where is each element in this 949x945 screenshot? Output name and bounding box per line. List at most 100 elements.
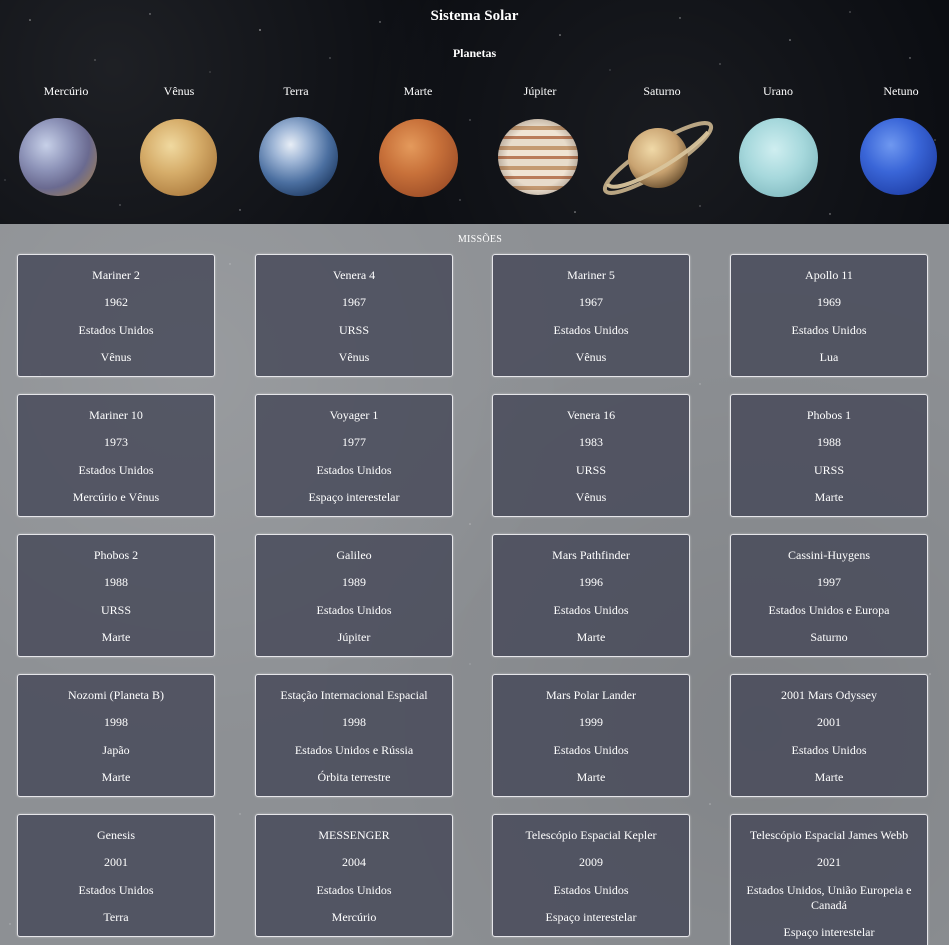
mission-year: 1977 xyxy=(342,435,366,449)
mission-country: Estados Unidos xyxy=(78,323,154,337)
mission-country: Estados Unidos xyxy=(316,603,392,617)
mission-card: Phobos 1 1988 URSS Marte xyxy=(730,394,928,517)
mission-target: Marte xyxy=(576,770,606,784)
mission-year: 1962 xyxy=(104,295,128,309)
mission-year: 1988 xyxy=(104,575,128,589)
planet-label-uranus: Urano xyxy=(763,84,793,98)
missions-section: MISSÕES Mariner 2 1962 Estados Unidos Vê… xyxy=(0,224,949,945)
mission-card: Mariner 5 1967 Estados Unidos Vênus xyxy=(492,254,690,377)
mission-name: Nozomi (Planeta B) xyxy=(68,688,164,702)
mission-country: Estados Unidos e Rússia xyxy=(294,743,414,757)
mission-name: Galileo xyxy=(336,548,372,562)
mission-card: Mariner 10 1973 Estados Unidos Mercúrio … xyxy=(17,394,215,517)
mission-country: Estados Unidos xyxy=(553,743,629,757)
uranus-image[interactable] xyxy=(739,118,818,197)
mission-target: Vênus xyxy=(575,350,607,364)
site-title: Sistema Solar xyxy=(430,8,519,24)
mission-year: 1988 xyxy=(817,435,841,449)
mission-card: Venera 16 1983 URSS Vênus xyxy=(492,394,690,517)
mission-name: 2001 Mars Odyssey xyxy=(781,688,877,702)
jupiter-image[interactable] xyxy=(498,119,578,195)
mission-target: Marte xyxy=(576,630,606,644)
mission-card: Venera 4 1967 URSS Vênus xyxy=(255,254,453,377)
saturn-image[interactable] xyxy=(598,116,718,200)
mission-target: Vênus xyxy=(100,350,132,364)
mission-year: 1998 xyxy=(104,715,128,729)
mission-target: Mercúrio e Vênus xyxy=(72,490,160,504)
mission-target: Órbita terrestre xyxy=(317,770,391,784)
venus-image[interactable] xyxy=(140,119,217,196)
mission-name: Mariner 2 xyxy=(92,268,140,282)
mission-year: 1989 xyxy=(342,575,366,589)
mission-target: Espaço interestelar xyxy=(783,925,875,939)
neptune-image[interactable] xyxy=(860,118,937,195)
mission-country: URSS xyxy=(575,463,607,477)
mission-year: 1998 xyxy=(342,715,366,729)
mission-country: Estados Unidos xyxy=(553,883,629,897)
mission-country: Estados Unidos xyxy=(316,463,392,477)
mission-country: URSS xyxy=(100,603,132,617)
mission-name: Mars Pathfinder xyxy=(552,548,630,562)
mission-target: Marte xyxy=(101,770,131,784)
mission-country: Estados Unidos xyxy=(78,883,154,897)
mission-year: 1997 xyxy=(817,575,841,589)
mission-name: Mariner 10 xyxy=(89,408,143,422)
planet-label-earth: Terra xyxy=(283,84,309,98)
mission-card: Estação Internacional Espacial 1998 Esta… xyxy=(255,674,453,797)
mission-country: Estados Unidos xyxy=(316,883,392,897)
mission-country: Estados Unidos, União Europeia e Canadá xyxy=(746,883,912,912)
mission-card: Telescópio Espacial James Webb 2021 Esta… xyxy=(730,814,928,945)
mission-country: Estados Unidos e Europa xyxy=(768,603,890,617)
mission-year: 2004 xyxy=(342,855,366,869)
mission-target: Vênus xyxy=(575,490,607,504)
mission-target: Espaço interestelar xyxy=(545,910,637,924)
mission-target: Marte xyxy=(814,490,844,504)
mission-name: Estação Internacional Espacial xyxy=(280,688,428,702)
earth-image[interactable] xyxy=(259,117,338,196)
mission-card: Apollo 11 1969 Estados Unidos Lua xyxy=(730,254,928,377)
mission-name: Voyager 1 xyxy=(329,408,379,422)
planet-label-saturn: Saturno xyxy=(643,84,681,98)
mission-target: Saturno xyxy=(810,630,848,644)
mission-year: 1983 xyxy=(579,435,603,449)
mission-country: Estados Unidos xyxy=(553,323,629,337)
mission-name: Apollo 11 xyxy=(805,268,853,282)
mission-country: URSS xyxy=(813,463,845,477)
mission-card: Phobos 2 1988 URSS Marte xyxy=(17,534,215,657)
mission-card: Telescópio Espacial Kepler 2009 Estados … xyxy=(492,814,690,937)
mission-name: MESSENGER xyxy=(318,828,390,842)
mission-year: 2009 xyxy=(579,855,603,869)
mission-name: Phobos 2 xyxy=(93,548,139,562)
mission-card: Cassini-Huygens 1997 Estados Unidos e Eu… xyxy=(730,534,928,657)
mission-country: Estados Unidos xyxy=(791,323,867,337)
mission-name: Telescópio Espacial Kepler xyxy=(525,828,657,842)
mission-year: 2001 xyxy=(817,715,841,729)
mission-year: 2001 xyxy=(104,855,128,869)
planet-label-mars: Marte xyxy=(403,84,433,98)
mission-name: Telescópio Espacial James Webb xyxy=(749,828,909,842)
mission-target: Marte xyxy=(814,770,844,784)
planet-label-jupiter: Júpiter xyxy=(523,84,557,98)
mission-name: Venera 16 xyxy=(566,408,616,422)
planet-label-venus: Vênus xyxy=(163,84,195,98)
mission-target: Terra xyxy=(103,910,129,924)
mission-target: Júpiter xyxy=(337,630,371,644)
mission-target: Mercúrio xyxy=(331,910,377,924)
mission-card: Genesis 2001 Estados Unidos Terra xyxy=(17,814,215,937)
mission-card: Galileo 1989 Estados Unidos Júpiter xyxy=(255,534,453,657)
mission-card: Mars Polar Lander 1999 Estados Unidos Ma… xyxy=(492,674,690,797)
mission-year: 1973 xyxy=(104,435,128,449)
mission-country: URSS xyxy=(338,323,370,337)
mission-year: 1999 xyxy=(579,715,603,729)
starfield-background xyxy=(4,11,936,215)
missions-heading: MISSÕES xyxy=(457,234,503,245)
mission-card: 2001 Mars Odyssey 2001 Estados Unidos Ma… xyxy=(730,674,928,797)
mercury-image[interactable] xyxy=(19,118,97,196)
mission-name: Cassini-Huygens xyxy=(788,548,870,562)
mission-name: Mariner 5 xyxy=(567,268,615,282)
mission-name: Phobos 1 xyxy=(806,408,852,422)
mars-image[interactable] xyxy=(379,119,458,197)
mission-country: Estados Unidos xyxy=(553,603,629,617)
mission-country: Japão xyxy=(102,743,130,757)
mission-year: 1969 xyxy=(817,295,841,309)
